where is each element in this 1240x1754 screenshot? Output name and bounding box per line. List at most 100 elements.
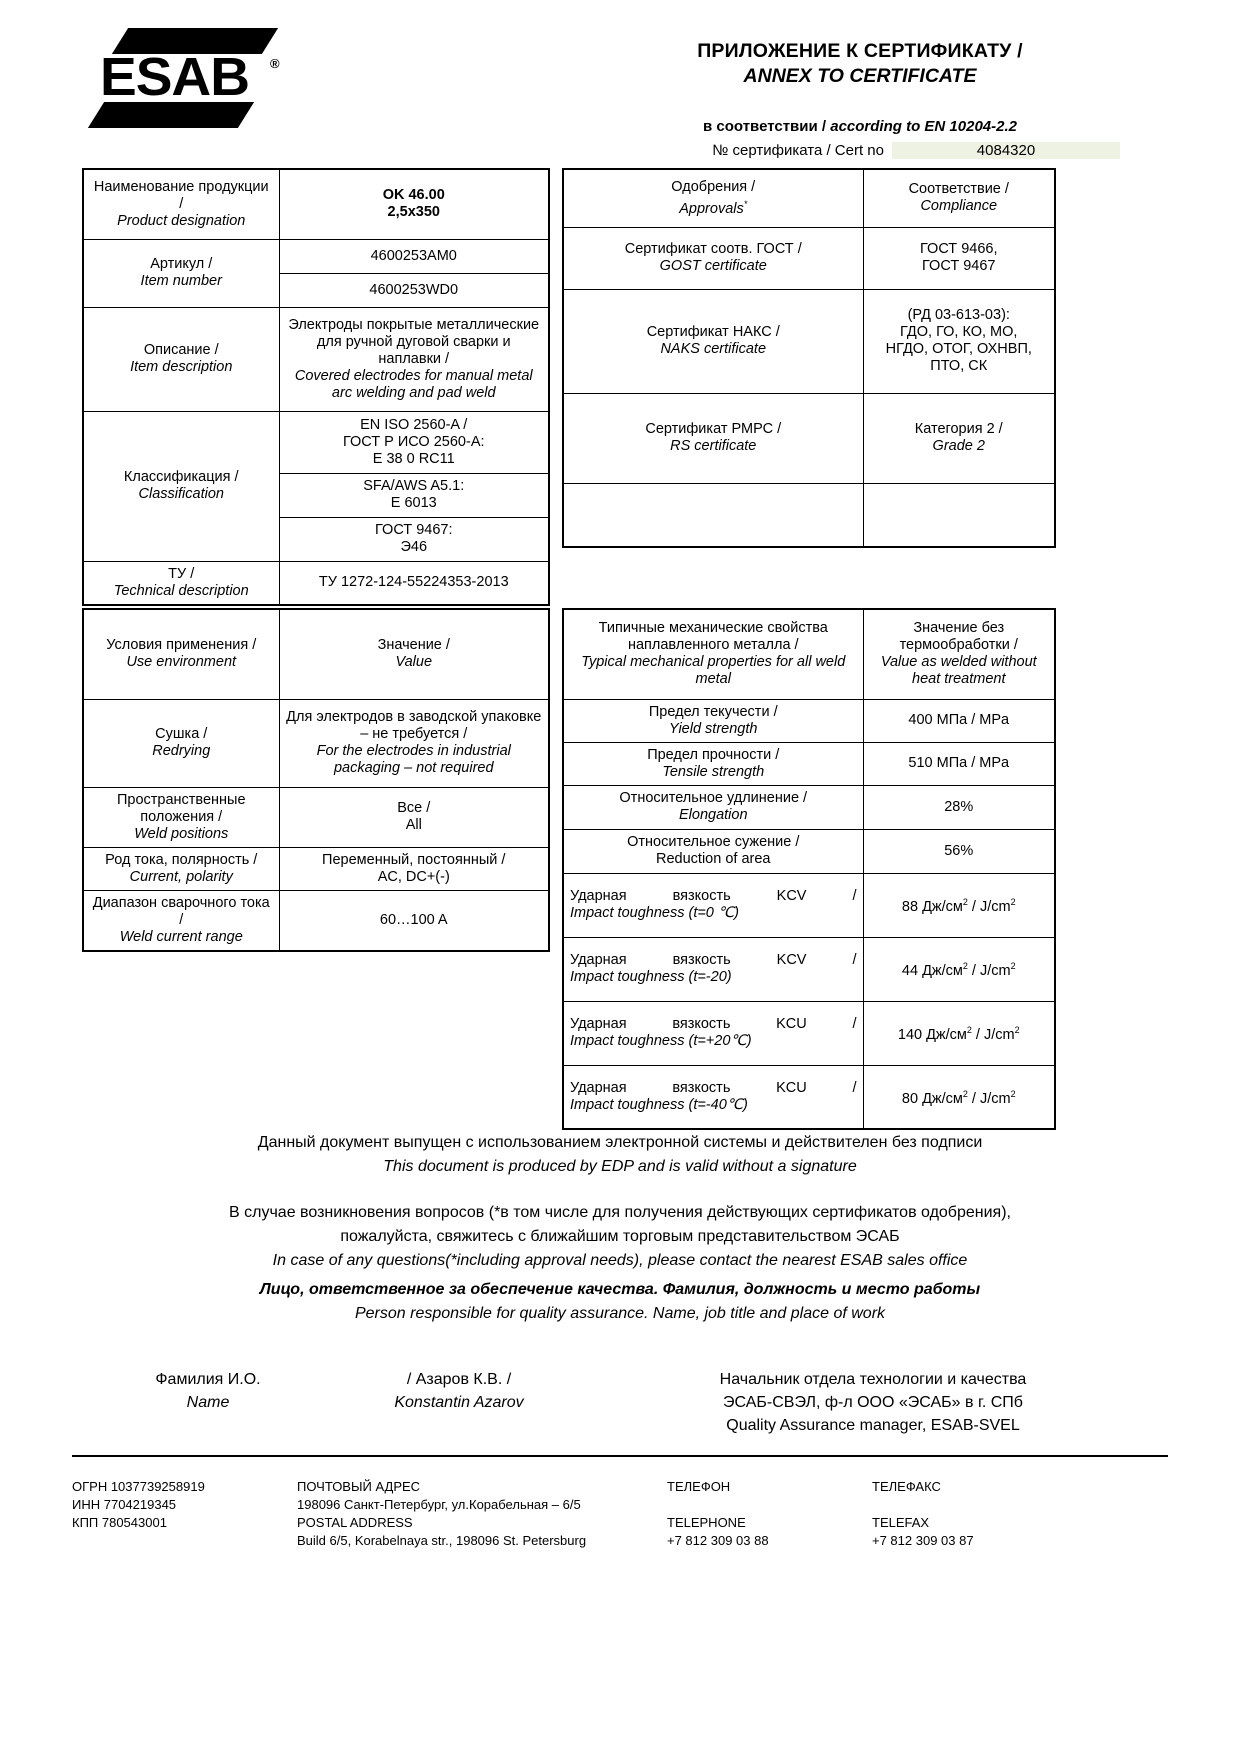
postal-address-en: Build 6/5, Korabelnaya str., 198096 St. … <box>297 1533 587 1548</box>
value-ru: Категория 2 / <box>914 421 1003 437</box>
title-english: ANNEX TO CERTIFICATE <box>743 65 977 87</box>
label-en: Technical description <box>113 582 249 599</box>
signature-person: / Азаров К.В. / Konstantin Azarov <box>334 1368 584 1414</box>
cell-label-impact-kcu-minus40: Ударная вязкость KCU / Impact toughness … <box>562 1064 864 1130</box>
table-row: Сертификат НАКС / NAKS certificate (РД 0… <box>562 288 1056 394</box>
label-ru: Относительное сужение / <box>627 834 800 850</box>
page-title: ПРИЛОЖЕНИЕ К СЕРТИФИКАТУ / ANNEX TO CERT… <box>600 40 1120 88</box>
cell-label-impact-kcv-minus20: Ударная вязкость KCV / Impact toughness … <box>562 936 864 1002</box>
contact-note-en: In case of any questions(*including appr… <box>272 1252 968 1269</box>
postal-address-heading-en: POSTAL ADDRESS <box>297 1515 413 1530</box>
label-en: Item description <box>130 359 233 375</box>
value-unit-en: / J/cm <box>967 1090 1011 1107</box>
table-row: Ударная вязкость KCU / Impact toughness … <box>562 1000 1056 1066</box>
label-en: Reduction of area <box>656 851 771 867</box>
table-row: Пространственные положения / Weld positi… <box>82 786 550 848</box>
standard-reference-en: according to EN 10204-2.2 <box>830 118 1017 135</box>
value-number: 140 Дж/см <box>897 1026 967 1043</box>
registered-trademark-icon: ® <box>270 56 280 71</box>
label-en: NAKS certificate <box>660 341 767 357</box>
product-table: Наименование продукции / Product designa… <box>82 168 550 606</box>
table-row: Предел прочности / Tensile strength 510 … <box>562 741 1056 786</box>
value-en: Value <box>395 654 433 671</box>
label-ru: Классификация / <box>123 469 239 485</box>
approvals-table: Одобрения / Approvals* Соответствие / Co… <box>562 168 1056 548</box>
contact-note-ru-line1: В случае возникновения вопросов (*в том … <box>229 1204 1011 1221</box>
table-row: Сертификат соотв. ГОСТ / GOST certificat… <box>562 226 1056 290</box>
table-row: Условия применения / Use environment Зна… <box>82 608 550 700</box>
cell-label-redrying: Сушка / Redrying <box>82 698 280 788</box>
cell-header-mech-value: Значение без термообработки / Value as w… <box>862 608 1056 700</box>
document-header: ESAB ® ПРИЛОЖЕНИЕ К СЕРТИФИКАТУ / ANNEX … <box>0 0 1240 150</box>
value-exponent-1: 2 <box>966 1025 972 1036</box>
cell-header-use-environment: Условия применения / Use environment <box>82 608 280 700</box>
label-en: RS certificate <box>670 438 757 454</box>
table-row: Род тока, полярность / Current, polarity… <box>82 846 550 891</box>
standard-reference: в соответствии / according to EN 10204-2… <box>600 118 1120 135</box>
label-ru: Типичные механические свойства наплавлен… <box>598 620 828 654</box>
document-notes: Данный документ выпущен с использованием… <box>70 1132 1170 1274</box>
person-name-ru: / Азаров К.В. / <box>406 1371 512 1388</box>
certificate-number-row: № сертификата / Cert no 4084320 <box>600 142 1120 159</box>
name-label-en: Name <box>186 1394 230 1411</box>
label-en: Impact toughness (t=+20℃) <box>570 1033 752 1049</box>
value-ru: Соответствие / <box>908 181 1009 198</box>
cell-value-elongation: 28% <box>862 784 1056 830</box>
responsible-heading-en: Person responsible for quality assurance… <box>354 1305 886 1322</box>
label-ru: Сертификат РМРС / <box>645 421 782 437</box>
job-title-ru-line2: ЭСАБ-СВЭЛ, ф-л ООО «ЭСАБ» в г. СПб <box>723 1394 1023 1411</box>
value-ru: Электроды покрытые металлические для руч… <box>288 316 540 367</box>
cell-label-current-polarity: Род тока, полярность / Current, polarity <box>82 846 280 891</box>
footer-divider <box>72 1455 1168 1457</box>
contact-note-ru-line2: пожалуйста, свяжитесь с ближайшим торгов… <box>340 1228 900 1245</box>
document-footer: ОГРН 1037739258919 ИНН 7704219345 КПП 78… <box>72 1478 1172 1550</box>
cell-label-impact-kcu-plus20: Ударная вязкость KCU / Impact toughness … <box>562 1000 864 1066</box>
footer-fax-column: ТЕЛЕФАКС TELEFAX +7 812 309 03 87 <box>872 1478 1172 1550</box>
value-line-1: OK 46.00 <box>382 187 445 204</box>
cell-label-technical-description: ТУ / Technical description <box>82 560 280 605</box>
table-row: Диапазон сварочного тока / Weld current … <box>82 889 550 951</box>
job-title-ru-line1: Начальник отдела технологии и качества <box>719 1371 1027 1388</box>
cell-value-item-number-1: 4600253AM0 <box>278 238 550 274</box>
table-row: Артикул / Item number 4600253AM0 <box>82 238 550 308</box>
value-number: 80 Дж/см <box>901 1090 963 1107</box>
cell-value-impact-kcu-plus20: 140 Дж/см2 / J/cm2 <box>862 1000 1056 1066</box>
label-ru: Наименование продукции / <box>93 178 269 212</box>
table-row: Предел текучести / Yield strength 400 МП… <box>562 698 1056 743</box>
label-ru: Ударная вязкость KCV / <box>570 952 857 968</box>
cell-value-weld-positions: Все / All <box>278 786 550 848</box>
cell-header-value: Значение / Value <box>278 608 550 700</box>
label-en: Redrying <box>152 743 211 759</box>
cell-value-reduction-of-area: 56% <box>862 828 1056 874</box>
fax-heading-en: TELEFAX <box>872 1515 930 1530</box>
cell-value-item-number-2: 4600253WD0 <box>278 272 550 308</box>
table-row: Ударная вязкость KCV / Impact toughness … <box>562 872 1056 938</box>
label-ru: Ударная вязкость KCU / <box>570 1016 857 1032</box>
value-en: Value as welded without heat treatment <box>880 654 1037 688</box>
notes-spacer <box>70 1180 1170 1202</box>
table-row: Описание / Item description Электроды по… <box>82 306 550 412</box>
label-en: Yield strength <box>669 720 758 737</box>
value-unit-en: / J/cm <box>967 962 1011 979</box>
cell-value-technical-description: ТУ 1272-124-55224353-2013 <box>278 560 550 605</box>
value-exponent-1: 2 <box>962 897 968 908</box>
label-en: Impact toughness (t=-40℃) <box>570 1096 748 1113</box>
fax-number: +7 812 309 03 87 <box>872 1533 974 1548</box>
label-en: Item number <box>140 273 222 289</box>
table-row: ТУ / Technical description ТУ 1272-124-5… <box>82 560 550 605</box>
label-ru: Описание / <box>143 342 219 358</box>
label-ru: Сертификат НАКС / <box>646 324 780 340</box>
cell-label-item-number: Артикул / Item number <box>82 238 280 308</box>
value-exponent-1: 2 <box>962 961 968 972</box>
label-en: Use environment <box>126 654 237 671</box>
cell-value-empty <box>862 482 1056 548</box>
value-number: 88 Дж/см <box>901 898 963 915</box>
table-row: ГОСТ 9467: Э46 <box>83 516 550 562</box>
postal-address-heading-ru: ПОЧТОВЫЙ АДРЕС <box>297 1479 421 1494</box>
cell-label-item-description: Описание / Item description <box>82 306 280 412</box>
value-line-2: 2,5x350 <box>387 204 440 221</box>
cell-value-classification-1: EN ISO 2560-A / ГОСТ Р ИСО 2560-A: E 38 … <box>278 410 550 474</box>
cell-value-impact-kcv-minus20: 44 Дж/см2 / J/cm2 <box>862 936 1056 1002</box>
name-label-ru: Фамилия И.О. <box>155 1371 261 1388</box>
footer-phone-column: ТЕЛЕФОН TELEPHONE +7 812 309 03 88 <box>667 1478 872 1550</box>
